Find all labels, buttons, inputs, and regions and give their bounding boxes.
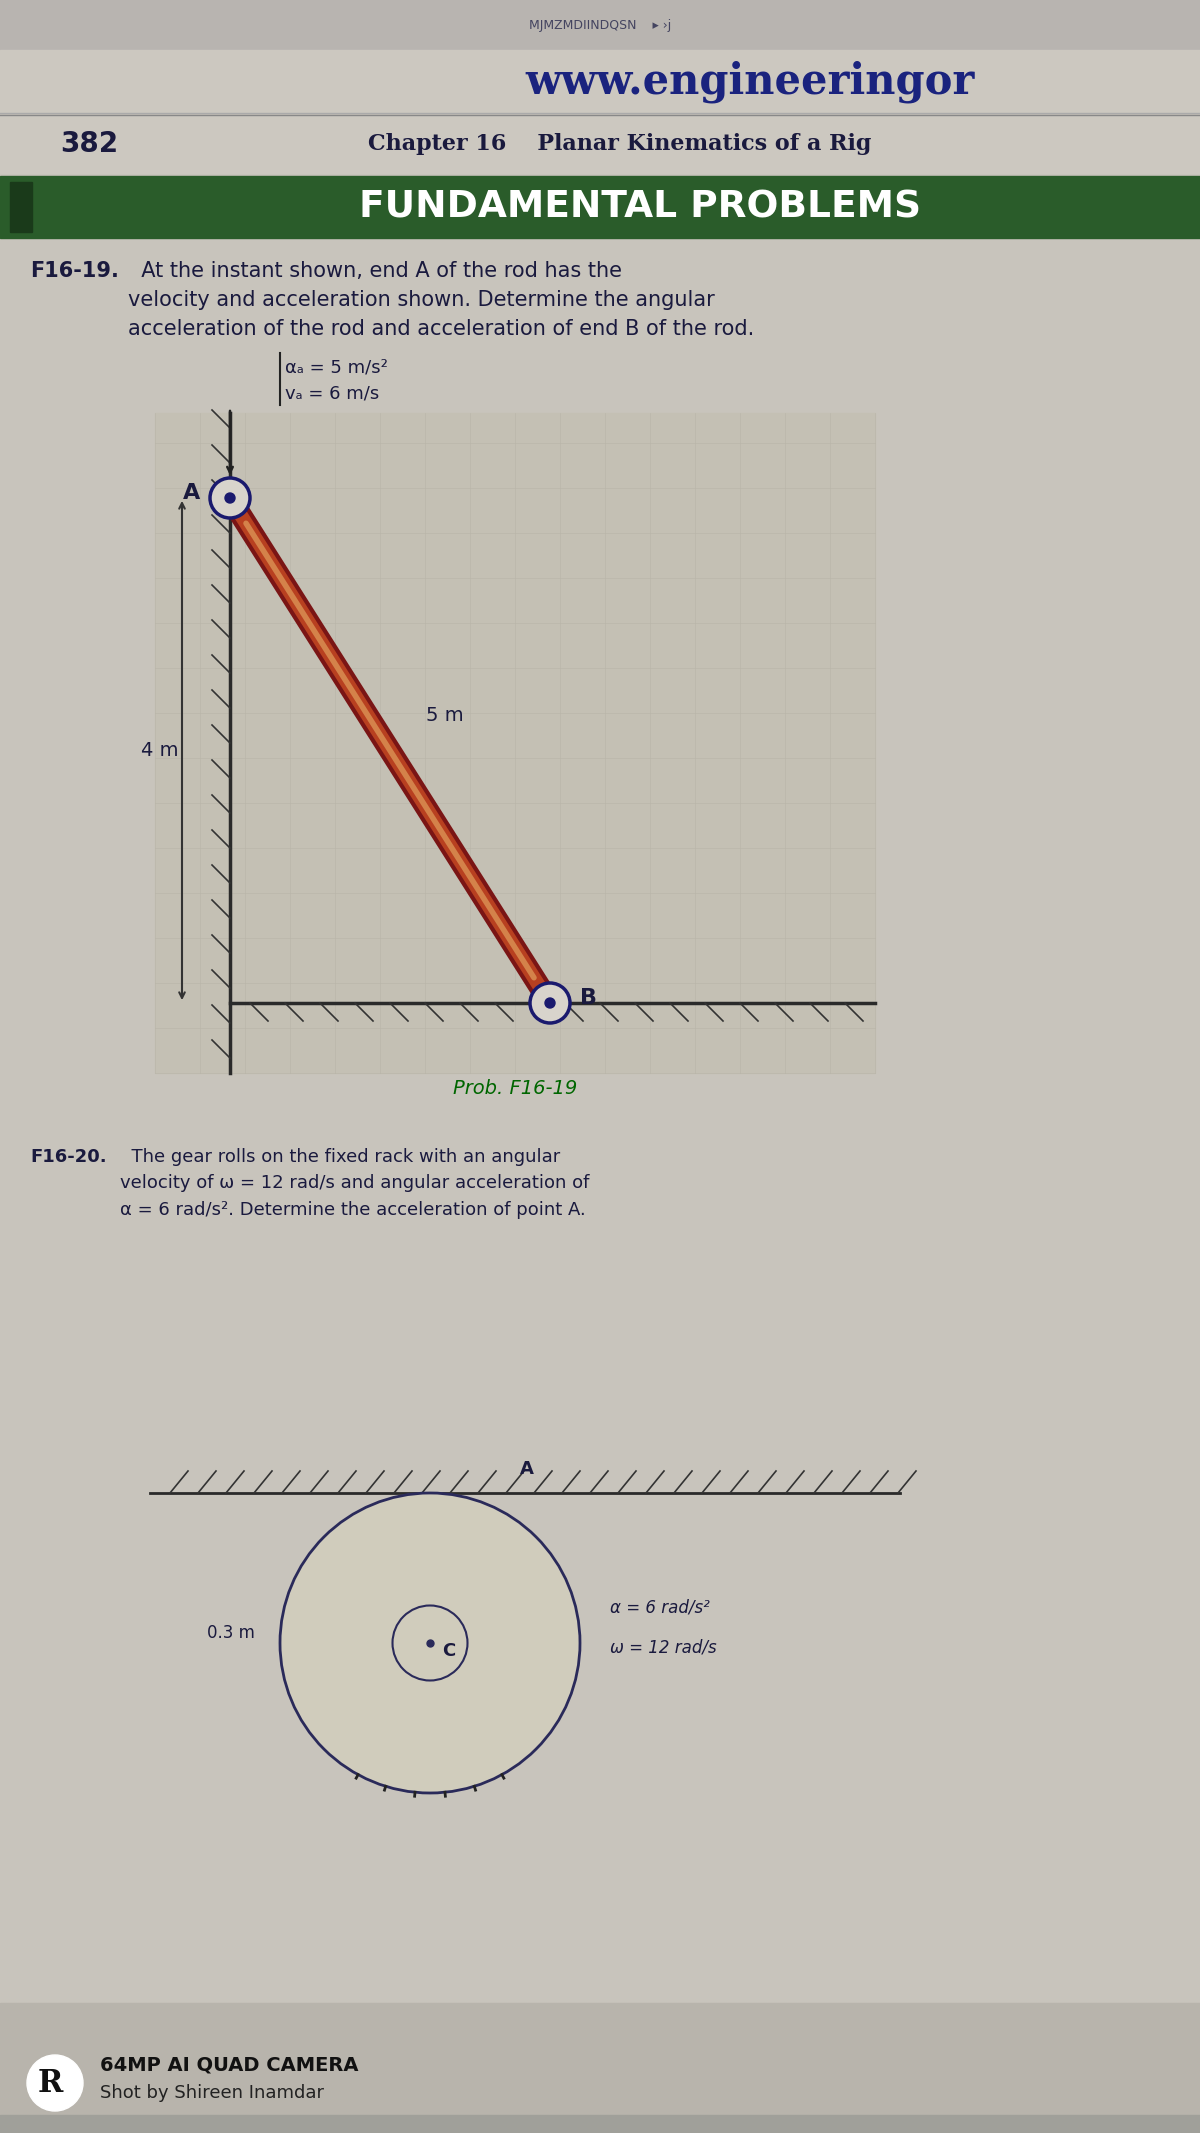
Text: F16-20.: F16-20.	[30, 1148, 107, 1167]
Text: 64MP AI QUAD CAMERA: 64MP AI QUAD CAMERA	[100, 2056, 359, 2075]
Text: F16-19.: F16-19.	[30, 260, 119, 282]
Bar	[0, 2003, 1200, 2133]
Bar	[10, 181, 32, 232]
Text: Chapter 16    Planar Kinematics of a Rig: Chapter 16 Planar Kinematics of a Rig	[368, 132, 871, 156]
Bar	[0, 177, 1200, 239]
Circle shape	[210, 478, 250, 518]
Bar	[155, 414, 875, 1073]
Circle shape	[226, 493, 235, 503]
Text: vₐ = 6 m/s: vₐ = 6 m/s	[286, 384, 379, 401]
Text: At the instant shown, end A of the rod has the
velocity and acceleration shown. : At the instant shown, end A of the rod h…	[128, 260, 755, 339]
Text: Prob. F16-19: Prob. F16-19	[452, 1079, 577, 1098]
Text: A: A	[184, 482, 200, 503]
Text: C: C	[442, 1642, 455, 1659]
Text: A: A	[520, 1459, 534, 1478]
Bar	[0, 0, 1200, 49]
Bar	[0, 49, 1200, 113]
Text: α = 6 rad/s²: α = 6 rad/s²	[610, 1600, 709, 1617]
Text: www.engineeringor: www.engineeringor	[526, 60, 974, 102]
Text: 4 m: 4 m	[142, 740, 179, 759]
Text: ω = 12 rad/s: ω = 12 rad/s	[610, 1638, 716, 1657]
Text: 5 m: 5 m	[426, 706, 464, 725]
Text: 0.3 m: 0.3 m	[208, 1623, 256, 1642]
Text: 382: 382	[60, 130, 118, 158]
Circle shape	[530, 983, 570, 1024]
Circle shape	[280, 1493, 580, 1794]
Bar	[0, 2116, 1200, 2133]
Circle shape	[545, 998, 554, 1009]
Text: αₐ = 5 m/s²: αₐ = 5 m/s²	[286, 358, 388, 378]
Bar	[0, 115, 1200, 173]
Text: R: R	[37, 2067, 62, 2099]
Text: Shot by Shireen Inamdar: Shot by Shireen Inamdar	[100, 2084, 324, 2101]
Text: MJMZMDIINDQSN    ▸ ›j: MJMZMDIINDQSN ▸ ›j	[529, 19, 671, 32]
Text: FUNDAMENTAL PROBLEMS: FUNDAMENTAL PROBLEMS	[359, 190, 922, 224]
Text: B: B	[580, 988, 596, 1009]
Text: The gear rolls on the fixed rack with an angular
velocity of ω = 12 rad/s and an: The gear rolls on the fixed rack with an…	[120, 1148, 589, 1218]
Circle shape	[28, 2054, 83, 2112]
